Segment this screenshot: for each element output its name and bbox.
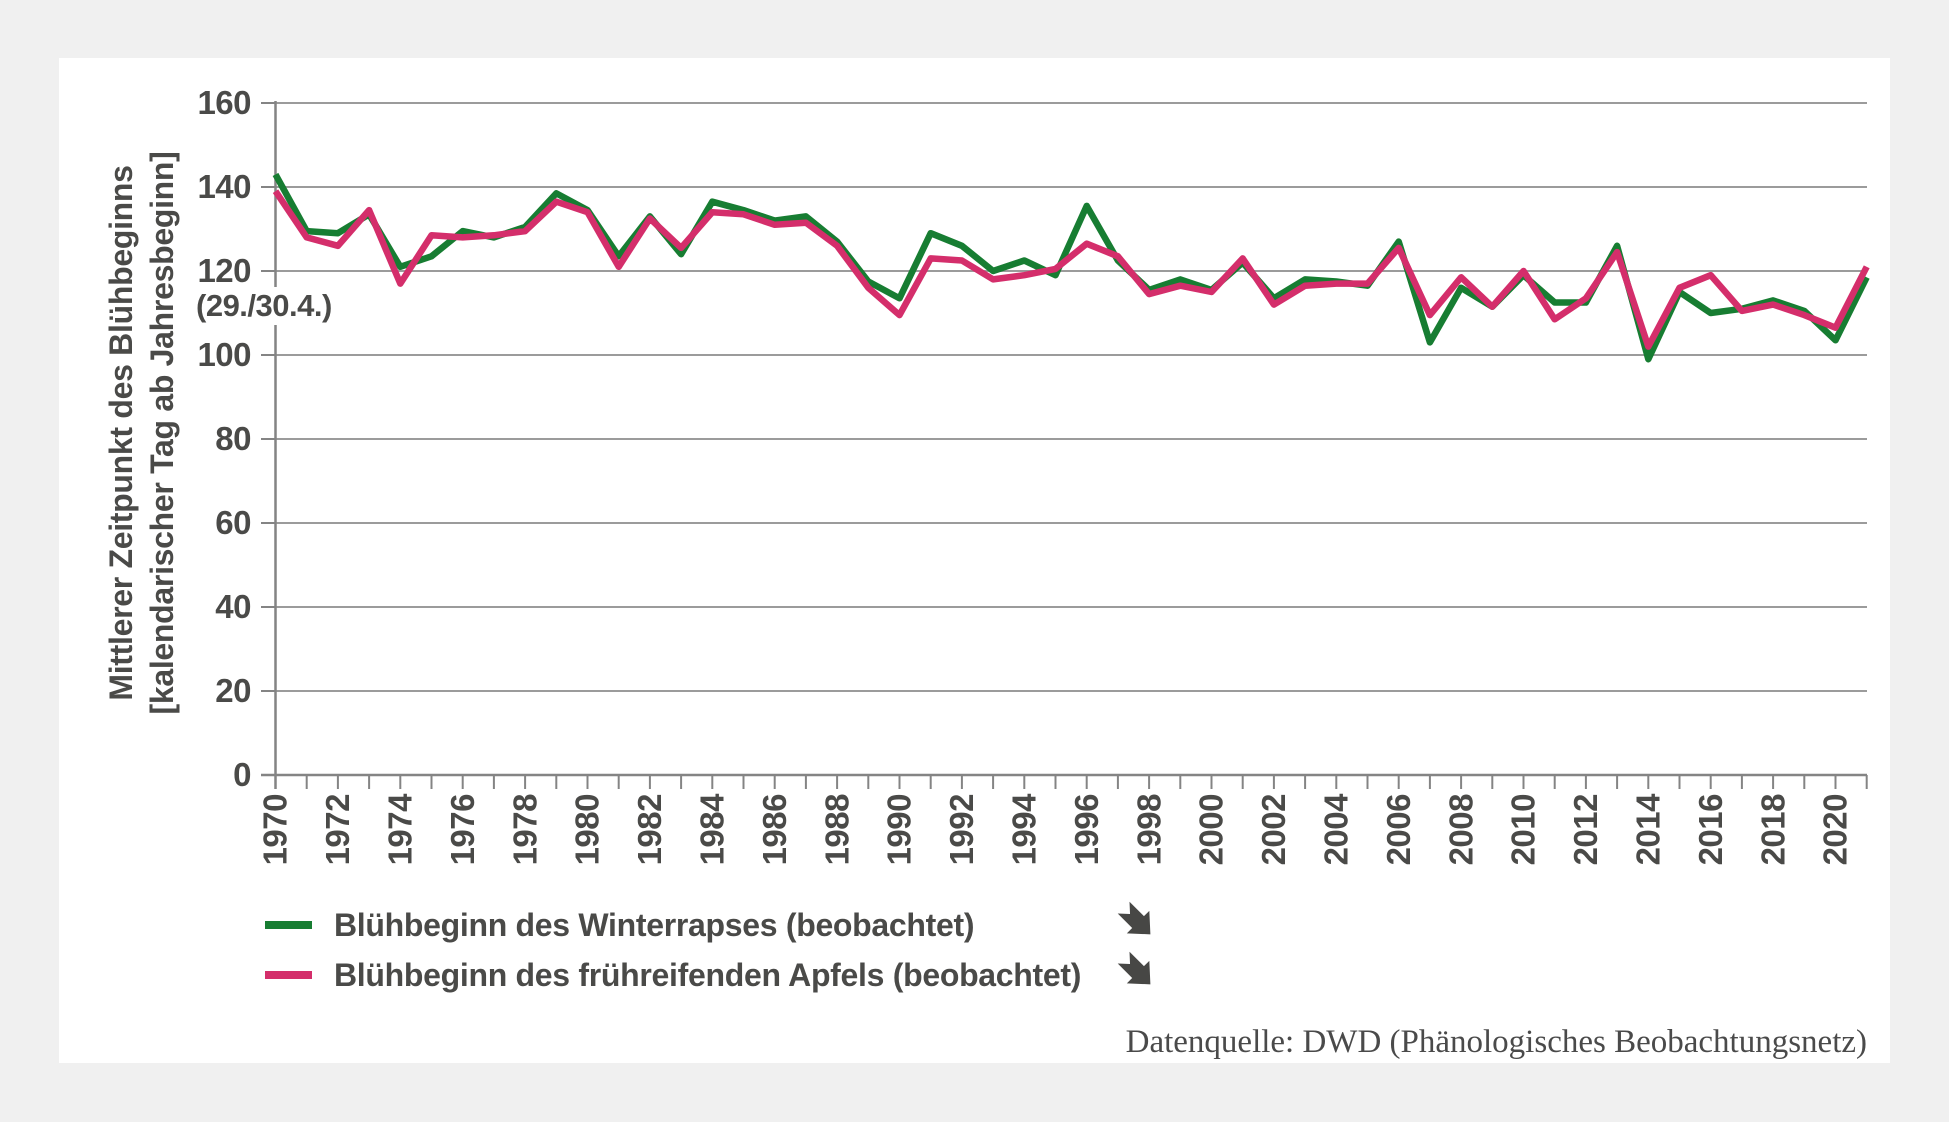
x-tick-label-1970: 1970 (257, 794, 294, 865)
legend-swatch-green (265, 921, 312, 929)
x-tick-label-1978: 1978 (506, 794, 543, 866)
y-tick-label-60: 60 (215, 504, 251, 541)
x-tick-label-1986: 1986 (756, 794, 793, 866)
x-tick-label-2014: 2014 (1630, 793, 1667, 866)
x-tick-label-1972: 1972 (319, 794, 356, 866)
trend-arrow-down-icon (1117, 951, 1151, 985)
y-tick-label-120: 120 (197, 252, 251, 289)
x-tick-label-2006: 2006 (1380, 794, 1417, 866)
x-tick-label-1998: 1998 (1130, 794, 1167, 866)
series-line-winterraps (272, 172, 1870, 363)
legend-item-apfel: Blühbeginn des frühreifenden Apfels (beo… (265, 953, 1081, 997)
x-tick-label-2010: 2010 (1505, 794, 1542, 865)
y-axis-annotation: (29./30.4.) (193, 287, 335, 325)
x-tick-label-1994: 1994 (1006, 793, 1043, 866)
y-tick-label-160: 160 (197, 84, 251, 121)
x-tick-label-2004: 2004 (1318, 793, 1355, 866)
series-line-apfel (272, 189, 1870, 350)
x-tick-label-1990: 1990 (881, 794, 918, 865)
data-source-text: Datenquelle: DWD (Phänologisches Beobach… (1125, 1024, 1867, 1060)
y-axis-title: Mittlerer Zeitpunkt des Blühbeginns [kal… (101, 151, 183, 714)
x-tick-label-2016: 2016 (1692, 794, 1729, 866)
x-tick-label-2008: 2008 (1442, 794, 1479, 866)
x-tick-label-1992: 1992 (943, 794, 980, 866)
y-tick-label-140: 140 (197, 168, 251, 205)
y-tick-label-80: 80 (215, 420, 251, 457)
x-tick-label-2020: 2020 (1817, 794, 1854, 865)
x-tick-label-1996: 1996 (1068, 794, 1105, 866)
x-tick-label-1976: 1976 (444, 794, 481, 866)
y-axis-title-line1: Mittlerer Zeitpunkt des Blühbeginns (103, 165, 140, 701)
x-tick-label-1984: 1984 (694, 793, 731, 866)
y-tick-label-0: 0 (233, 756, 251, 793)
chart-card (59, 58, 1890, 1063)
x-tick-label-1980: 1980 (569, 794, 606, 865)
legend-label-winterraps: Blühbeginn des Winterrapses (beobachtet) (334, 906, 975, 943)
x-tick-label-2000: 2000 (1193, 794, 1230, 865)
y-tick-label-100: 100 (197, 336, 251, 373)
x-tick-label-1974: 1974 (382, 793, 419, 866)
legend-label-apfel: Blühbeginn des frühreifenden Apfels (beo… (334, 956, 1082, 993)
legend-item-winterraps: Blühbeginn des Winterrapses (beobachtet) (265, 903, 975, 947)
x-tick-label-2012: 2012 (1567, 794, 1604, 866)
trend-arrow-down-icon (1117, 901, 1151, 935)
y-tick-label-40: 40 (215, 588, 251, 625)
y-axis-title-line2: [kalendarischer Tag ab Jahresbeginn] (144, 151, 180, 715)
legend-swatch-pink (265, 971, 312, 979)
x-tick-label-2018: 2018 (1754, 794, 1791, 866)
x-tick-label-1988: 1988 (818, 794, 855, 866)
x-tick-label-1982: 1982 (631, 794, 668, 866)
x-tick-label-2002: 2002 (1255, 794, 1292, 866)
y-tick-label-20: 20 (215, 672, 251, 709)
